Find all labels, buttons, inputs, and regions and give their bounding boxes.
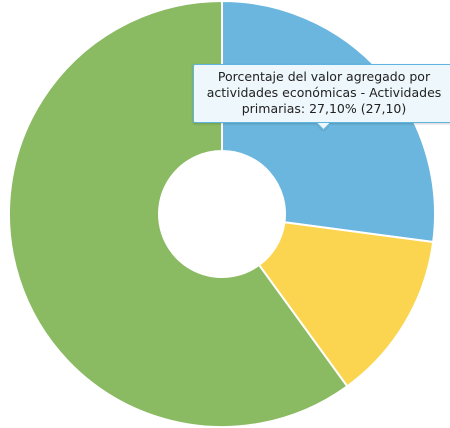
pie-slice-2[interactable] xyxy=(258,221,435,388)
tooltip-pointer xyxy=(317,123,329,131)
tooltip-line-3: primarias: 27,10% (27,10) xyxy=(241,101,407,116)
pie-slice-3[interactable] xyxy=(8,0,349,428)
slice-tooltip: Porcentaje del valor agregado por activi… xyxy=(193,64,450,123)
tooltip-line-2: actividades económicas - Actividades xyxy=(206,85,442,100)
tooltip-line-1: Porcentaje del valor agregado por xyxy=(217,69,431,84)
